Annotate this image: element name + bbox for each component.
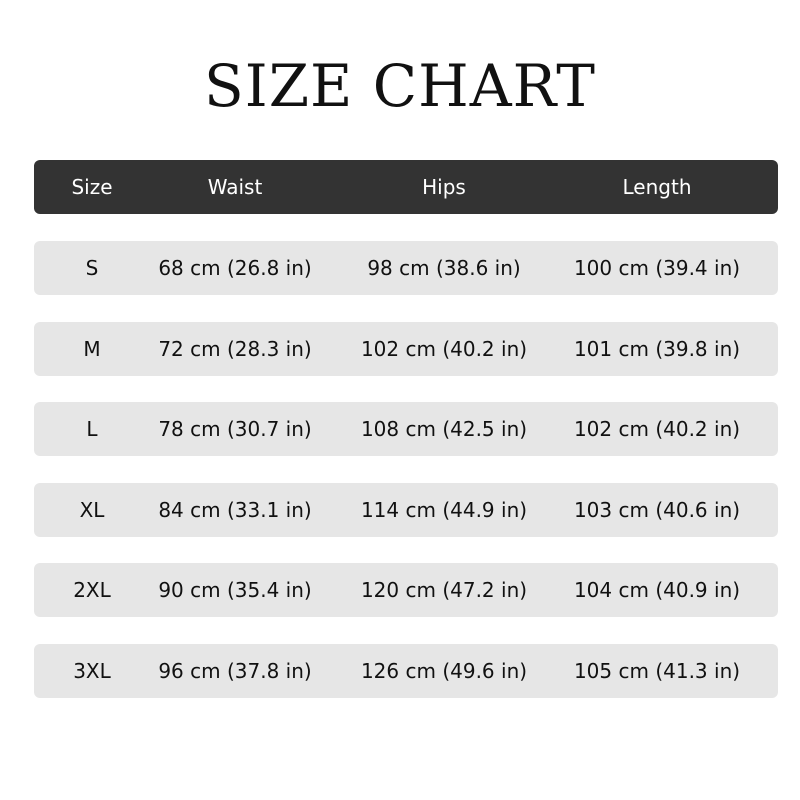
size-cell: S <box>85 256 99 280</box>
size-cell: 2XL <box>73 578 111 602</box>
waist-cell: 90 cm (35.4 in) <box>158 578 312 602</box>
table-row: 3XL 96 cm (37.8 in) 126 cm (49.6 in) 105 cm… <box>34 644 778 698</box>
size-cell: M <box>83 337 101 361</box>
waist-cell: 68 cm (26.8 in) <box>158 256 312 280</box>
waist-cell: 84 cm (33.1 in) <box>158 498 312 522</box>
header-size: Size <box>71 175 113 199</box>
length-cell: 100 cm (39.4 in) <box>573 256 741 280</box>
table-row: XL 84 cm (33.1 in) 114 cm (44.9 in) 103 cm … <box>34 483 778 537</box>
length-cell: 103 cm (40.6 in) <box>573 498 741 522</box>
table-row: S 68 cm (26.8 in) 98 cm (38.6 in) 100 cm (3… <box>34 241 778 295</box>
waist-cell: 96 cm (37.8 in) <box>158 659 312 683</box>
header-length: Length <box>622 175 692 199</box>
waist-cell: 78 cm (30.7 in) <box>158 417 312 441</box>
hips-cell: 126 cm (49.6 in) <box>360 659 528 683</box>
header-hips: Hips <box>422 175 466 199</box>
header-waist: Waist <box>207 175 263 199</box>
length-cell: 105 cm (41.3 in) <box>573 659 741 683</box>
hips-cell: 102 cm (40.2 in) <box>360 337 528 361</box>
length-cell: 102 cm (40.2 in) <box>573 417 741 441</box>
size-cell: XL <box>79 498 105 522</box>
size-cell: 3XL <box>73 659 111 683</box>
waist-cell: 72 cm (28.3 in) <box>158 337 312 361</box>
page-title: SIZE CHART <box>204 52 596 120</box>
hips-cell: 114 cm (44.9 in) <box>360 498 528 522</box>
hips-cell: 108 cm (42.5 in) <box>360 417 528 441</box>
size-cell: L <box>86 417 98 441</box>
length-cell: 101 cm (39.8 in) <box>573 337 741 361</box>
table-header: Size Waist Hips Length <box>34 160 778 214</box>
table-row: L 78 cm (30.7 in) 108 cm (42.5 in) 102 cm (… <box>34 402 778 456</box>
table-row: M 72 cm (28.3 in) 102 cm (40.2 in) 101 cm (… <box>34 322 778 376</box>
length-cell: 104 cm (40.9 in) <box>573 578 741 602</box>
hips-cell: 98 cm (38.6 in) <box>367 256 521 280</box>
table-row: 2XL 90 cm (35.4 in) 120 cm (47.2 in) 104 cm… <box>34 563 778 617</box>
hips-cell: 120 cm (47.2 in) <box>360 578 528 602</box>
